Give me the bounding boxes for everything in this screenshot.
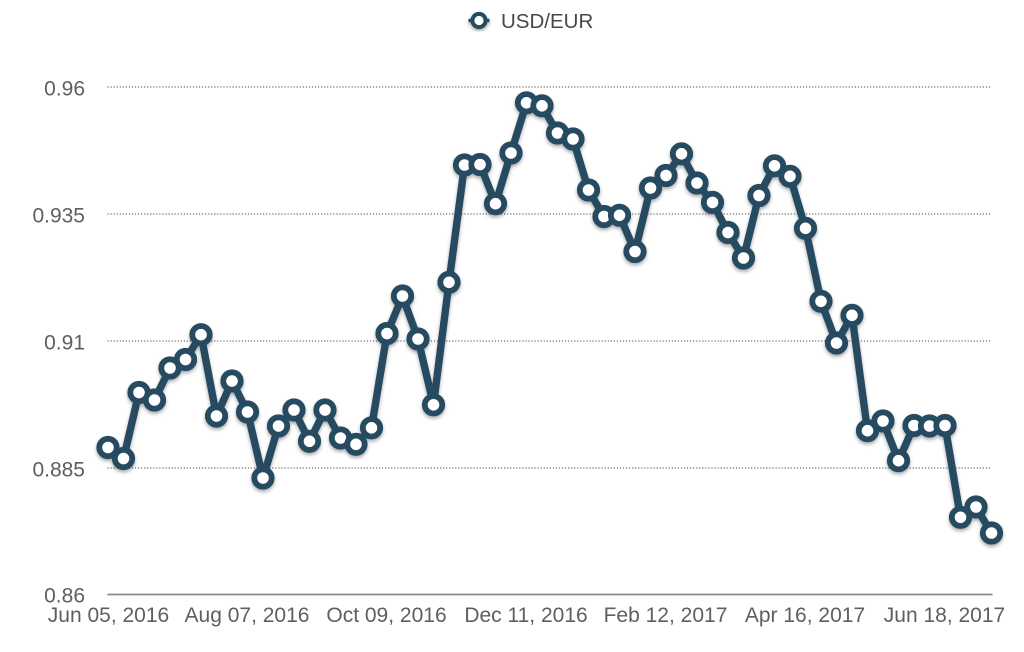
- svg-text:Dec 11, 2016: Dec 11, 2016: [464, 604, 587, 627]
- svg-text:0.91: 0.91: [44, 332, 85, 355]
- svg-text:USD/EUR: USD/EUR: [501, 10, 593, 33]
- svg-text:0.885: 0.885: [32, 459, 85, 482]
- svg-text:0.935: 0.935: [32, 205, 85, 228]
- svg-text:0.86: 0.86: [44, 585, 85, 608]
- svg-text:Apr 16, 2017: Apr 16, 2017: [745, 604, 865, 627]
- svg-text:Jun 05, 2016: Jun 05, 2016: [48, 604, 169, 627]
- svg-text:Feb 12, 2017: Feb 12, 2017: [604, 604, 728, 627]
- svg-text:Aug 07, 2016: Aug 07, 2016: [185, 604, 310, 627]
- svg-text:0.96: 0.96: [44, 78, 85, 101]
- svg-text:Oct 09, 2016: Oct 09, 2016: [326, 604, 446, 627]
- svg-text:Jun 18, 2017: Jun 18, 2017: [884, 604, 1005, 627]
